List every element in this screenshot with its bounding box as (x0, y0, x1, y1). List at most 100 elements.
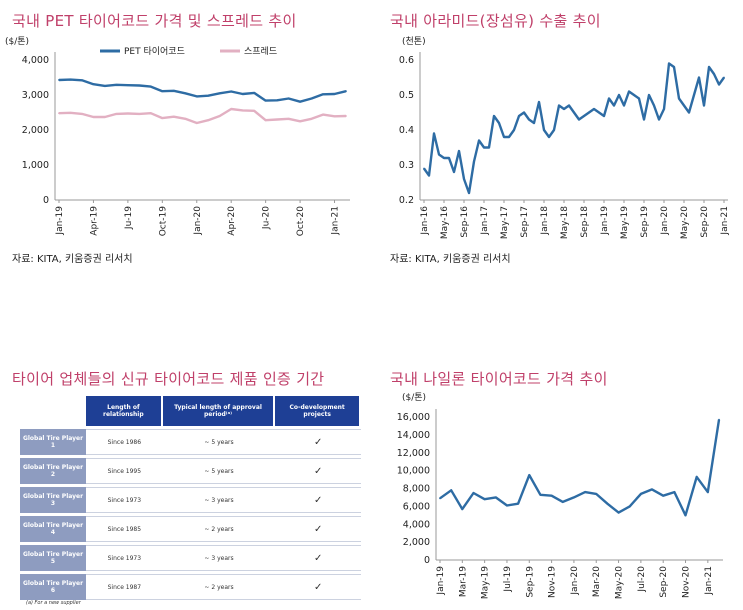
y-tick-label: 12,000 (397, 448, 430, 459)
y-tick-label: 16,000 (397, 412, 430, 423)
x-tick-label: Sep-20 (700, 206, 710, 238)
y-tick-label: 0.5 (399, 90, 414, 101)
data-point (517, 502, 520, 505)
y-tick-label: 4,000 (22, 55, 49, 66)
data-point (253, 109, 256, 112)
data-point (617, 511, 620, 514)
series-line-1 (58, 78, 347, 103)
table-row: Global Tire Player 5 Since 1973 ~ 3 year… (20, 545, 361, 571)
data-point (104, 116, 106, 118)
data-point (528, 118, 530, 121)
data-point (264, 99, 267, 102)
data-point (539, 493, 542, 496)
since-cell: Since 1973 (86, 545, 163, 571)
y-axis-unit-label: ($/톤) (402, 392, 426, 403)
data-point (583, 115, 585, 117)
data-point (595, 492, 598, 495)
table-header-row: Length of relationship Typical length of… (20, 396, 361, 426)
x-tick-label: Jan-18 (540, 206, 550, 236)
data-point (543, 129, 545, 131)
data-point (433, 132, 435, 135)
data-point (310, 97, 313, 100)
x-tick-label: Sep-17 (520, 206, 530, 238)
x-tick-label: Mar-20 (592, 566, 602, 597)
data-point (533, 122, 535, 124)
table-row: Global Tire Player 4 Since 1985 ~ 2 year… (20, 516, 361, 542)
x-tick-label: Oct-20 (296, 206, 306, 237)
player-cell: Global Tire Player 5 (20, 545, 86, 571)
table-header-relationship: Length of relationship (86, 396, 163, 426)
data-point (423, 167, 425, 170)
data-point (115, 83, 118, 86)
data-point (718, 418, 720, 421)
data-point (468, 192, 470, 194)
data-point (573, 496, 575, 499)
data-point (149, 112, 152, 115)
data-point (92, 83, 95, 86)
x-tick-label: May-20 (680, 206, 690, 239)
since-cell: Since 1985 (86, 516, 163, 542)
approval-cell: ~ 3 years (162, 545, 276, 571)
x-tick-label: Jan-17 (480, 206, 490, 236)
table-row: Global Tire Player 3 Since 1973 ~ 3 year… (20, 487, 361, 513)
data-point (578, 118, 580, 121)
data-point (573, 111, 575, 114)
data-point (553, 129, 555, 131)
data-point (253, 92, 256, 94)
data-point (463, 178, 465, 180)
data-point (683, 104, 685, 107)
certification-table: Length of relationship Typical length of… (20, 393, 361, 603)
x-tick-label: Sep-19 (525, 566, 535, 598)
data-point (345, 115, 347, 117)
data-point (593, 108, 595, 110)
data-point (508, 136, 510, 138)
series-line-1 (439, 419, 721, 517)
data-point (115, 113, 118, 115)
data-point (241, 93, 244, 95)
series-line-2 (58, 107, 347, 125)
since-cell: Since 1995 (86, 458, 163, 484)
table-header-blank (20, 396, 86, 426)
data-point (639, 492, 642, 495)
data-point (230, 90, 233, 93)
data-point (478, 139, 480, 142)
data-point (439, 497, 441, 500)
x-tick-label: Jan-20 (570, 566, 580, 596)
y-tick-label: 10,000 (397, 466, 430, 477)
data-point (673, 66, 675, 68)
x-tick-label: Jan-16 (420, 206, 430, 236)
x-tick-label: Jan-19 (436, 566, 446, 596)
x-tick-label: Nov-20 (682, 566, 692, 598)
since-cell: Since 1987 (86, 574, 163, 600)
data-point (698, 76, 700, 79)
data-point (149, 85, 152, 88)
player-cell: Global Tire Player 2 (20, 458, 86, 484)
data-point (345, 90, 347, 93)
x-tick-label: Mar-19 (458, 566, 468, 597)
y-axis-unit-label: (천톤) (402, 36, 426, 47)
legend-label: PET 타이어코드 (124, 46, 185, 57)
table-header-approval: Typical length of approval period⁽ᵃ⁾ (162, 396, 276, 426)
data-point (172, 115, 175, 118)
data-point (58, 79, 60, 81)
x-tick-label: Ju-20 (262, 206, 272, 230)
data-point (688, 111, 690, 114)
data-point (126, 84, 129, 87)
data-point (498, 122, 500, 124)
y-tick-label: 0.6 (399, 55, 414, 66)
player-cell: Global Tire Player 4 (20, 516, 86, 542)
x-tick-label: Sep-18 (580, 206, 590, 238)
data-point (494, 496, 497, 499)
data-point (299, 120, 301, 123)
data-point (528, 474, 531, 476)
table-header-codev: Co-development projects (275, 396, 361, 426)
data-point (483, 498, 486, 501)
data-point (218, 115, 221, 117)
data-point (69, 111, 72, 114)
data-point (653, 104, 655, 107)
data-point (428, 174, 430, 177)
since-cell: Since 1986 (86, 429, 163, 455)
data-point (703, 104, 705, 107)
approval-cell: ~ 2 years (162, 516, 276, 542)
data-point (723, 76, 725, 79)
